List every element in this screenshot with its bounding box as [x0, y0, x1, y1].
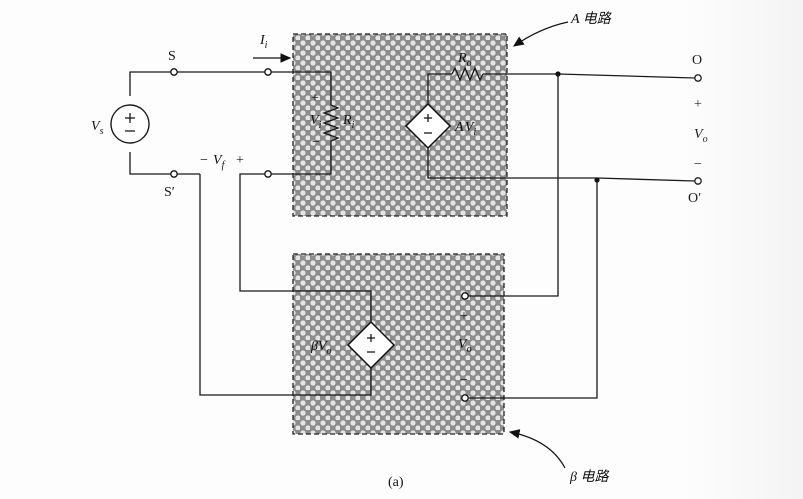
beta-circuit-pointer: [508, 429, 566, 469]
svg-text:Vo: Vo: [458, 337, 472, 355]
terminal-s: [170, 68, 178, 76]
svg-text:−: −: [312, 135, 320, 150]
svg-text:−: −: [460, 373, 468, 388]
input-resistor-label: Ri: [342, 113, 355, 131]
dependent-source-beta-label: βVo: [310, 339, 332, 357]
terminal-o: [694, 74, 702, 82]
beta-input-voltage-label: + Vo −: [458, 309, 472, 388]
svg-text:+: +: [236, 153, 244, 168]
figure-caption: (a): [388, 475, 404, 490]
svg-text:Vf: Vf: [213, 153, 226, 171]
output-wiring: [468, 71, 696, 399]
svg-text:Vo: Vo: [694, 127, 708, 145]
terminal-o-prime: [694, 177, 702, 185]
terminal-o-label: O: [692, 53, 702, 68]
terminal-s-prime: [170, 170, 178, 178]
output-voltage-label: + Vo −: [694, 97, 708, 172]
dependent-source-a: [404, 102, 452, 150]
a-circuit-wiring: [271, 66, 597, 179]
svg-text:Vi: Vi: [310, 113, 322, 131]
svg-text:−: −: [694, 157, 702, 172]
beta-circuit-box: [292, 253, 505, 435]
terminal-o-prime-label: O′: [688, 191, 701, 206]
dependent-source-beta: [346, 320, 396, 370]
dependent-source-a-label: A Vi: [454, 120, 476, 138]
source-vs: [110, 104, 150, 144]
terminal-a-in-bottom: [264, 170, 272, 178]
terminal-a-in-top: [264, 68, 272, 76]
svg-text:+: +: [694, 97, 702, 112]
feedback-voltage-label: − Vf +: [200, 153, 244, 171]
terminal-s-label: S: [168, 49, 176, 64]
input-voltage-label: + Vi −: [310, 91, 322, 150]
a-circuit-box: [292, 33, 508, 217]
a-circuit-title: A 电路: [570, 11, 612, 27]
terminal-beta-top: [461, 292, 469, 300]
svg-text:+: +: [311, 91, 319, 106]
a-circuit-pointer: [513, 21, 569, 47]
beta-circuit-title: β 电路: [569, 469, 609, 485]
output-resistor-label: Ro: [457, 51, 472, 69]
svg-text:−: −: [200, 153, 208, 168]
source-label: Vs: [91, 119, 104, 137]
input-current-label: Ii: [259, 33, 268, 51]
input-wiring: [129, 71, 372, 396]
svg-text:+: +: [460, 309, 468, 324]
terminal-s-prime-label: S′: [164, 185, 175, 200]
terminal-beta-bottom: [461, 394, 469, 402]
